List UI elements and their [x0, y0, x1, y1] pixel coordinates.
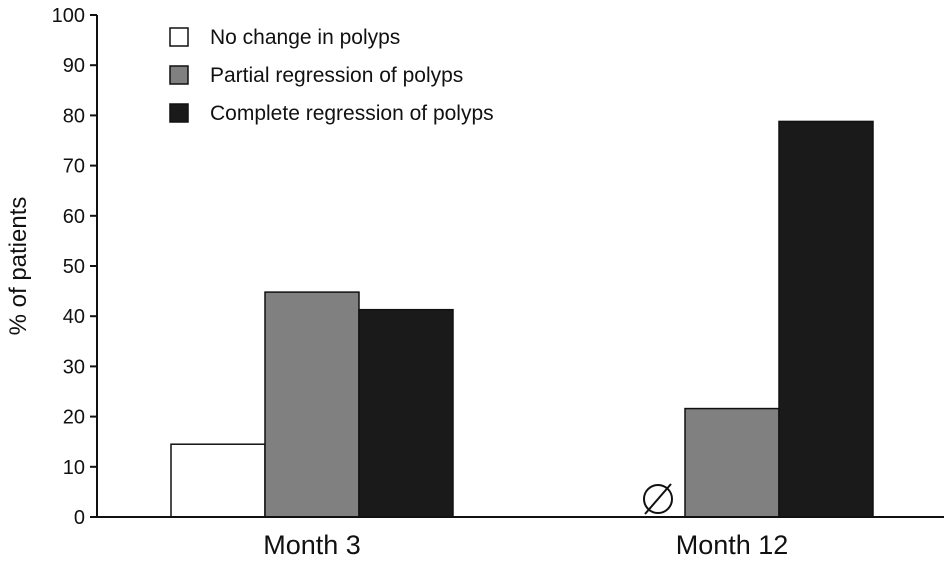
bar-complete-regression-of-polyps-month-12 — [778, 120, 874, 518]
zero-marker-icon — [643, 483, 673, 515]
y-tick-label: 40 — [63, 306, 85, 328]
legend-swatch — [169, 27, 189, 47]
bar-no-change-in-polyps-month-3 — [170, 443, 266, 518]
y-tick-label: 50 — [63, 256, 85, 278]
bar-complete-regression-of-polyps-month-3 — [358, 308, 454, 518]
bars-group — [170, 120, 874, 518]
legend-item: Partial regression of polyps — [169, 64, 463, 87]
bar-partial-regression-of-polyps-month-12 — [684, 407, 780, 518]
legend-label: Partial regression of polyps — [210, 64, 463, 87]
x-category-label: Month 3 — [263, 530, 361, 560]
y-tick-label: 60 — [63, 206, 85, 228]
y-tick-label: 20 — [63, 407, 85, 429]
legend-swatch — [169, 65, 189, 85]
legend-item: Complete regression of polyps — [169, 102, 494, 125]
y-tick-label: 90 — [63, 55, 85, 77]
legend-swatch — [169, 103, 189, 123]
y-tick-label: 70 — [63, 156, 85, 178]
y-tick-label: 100 — [52, 5, 85, 27]
y-axis: 0 10 20 30 40 50 60 70 80 90 100 — [52, 5, 98, 529]
y-tick-label: 10 — [63, 457, 85, 479]
legend-label: No change in polyps — [210, 26, 400, 49]
y-tick-label: 0 — [74, 507, 85, 529]
x-axis: Month 3 Month 12 — [97, 516, 944, 560]
y-tick-label: 30 — [63, 356, 85, 378]
y-axis-label: % of patients — [5, 197, 32, 336]
legend-item: No change in polyps — [169, 26, 400, 49]
x-category-label: Month 12 — [676, 530, 789, 560]
bar-partial-regression-of-polyps-month-3 — [264, 291, 360, 518]
legend: No change in polyps Partial regression of… — [169, 26, 494, 125]
legend-label: Complete regression of polyps — [210, 102, 494, 125]
y-tick-label: 80 — [63, 105, 85, 127]
